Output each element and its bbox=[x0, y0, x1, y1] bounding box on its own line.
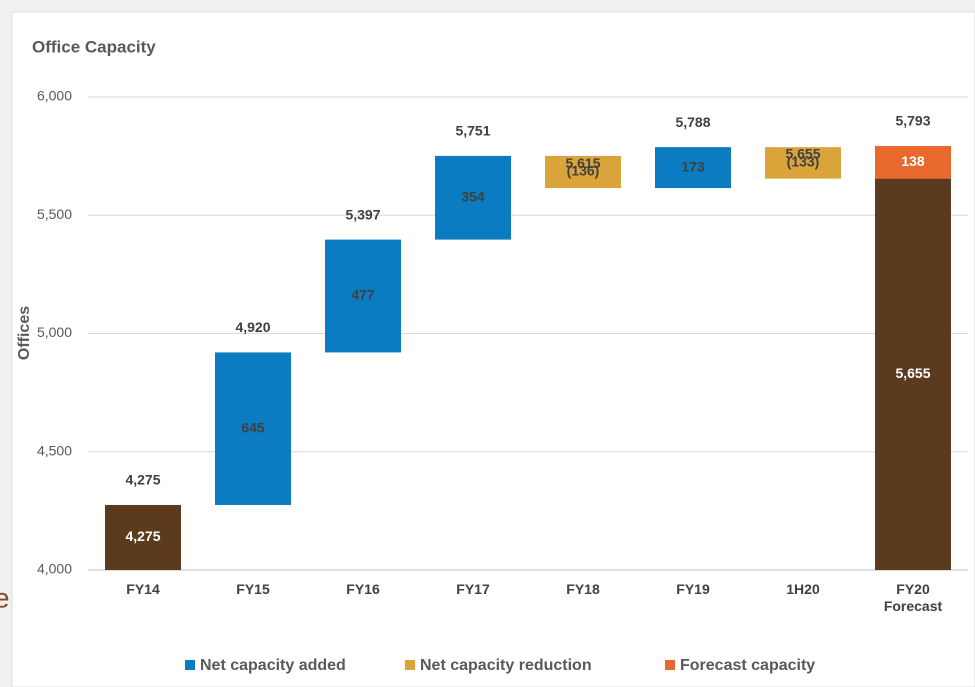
bar-value-label: 138 bbox=[901, 153, 925, 169]
total-label: 5,788 bbox=[675, 114, 710, 130]
x-tick-label: FY18 bbox=[566, 581, 600, 597]
total-label: 5,615 bbox=[565, 155, 600, 171]
total-label: 5,397 bbox=[345, 206, 380, 222]
x-tick-label: FY16 bbox=[346, 581, 380, 597]
bar bbox=[875, 145, 951, 179]
legend-swatch bbox=[665, 660, 675, 670]
bar bbox=[765, 147, 841, 179]
bar-value-label: 354 bbox=[461, 188, 485, 204]
bar-value-label: 477 bbox=[351, 287, 375, 303]
x-tick-label: FY15 bbox=[236, 581, 270, 597]
y-tick-label: 4,500 bbox=[37, 442, 72, 458]
chart-title: Office Capacity bbox=[32, 37, 156, 56]
legend-label: Net capacity added bbox=[200, 657, 346, 674]
bar bbox=[875, 178, 951, 570]
total-label: 5,793 bbox=[895, 113, 930, 129]
bar-value-label: 4,275 bbox=[125, 528, 160, 544]
bar-value-label: (136) bbox=[567, 163, 600, 179]
x-tick-label: FY20 Forecast bbox=[883, 581, 943, 614]
y-tick-label: 4,000 bbox=[37, 561, 72, 577]
legend-swatch bbox=[185, 660, 195, 670]
total-label: 4,275 bbox=[125, 472, 160, 488]
total-label: 5,655 bbox=[785, 145, 820, 161]
bar bbox=[325, 239, 401, 353]
panel bbox=[11, 11, 975, 687]
bar bbox=[545, 155, 621, 189]
y-tick-label: 5,500 bbox=[37, 206, 72, 222]
bar-value-label: (133) bbox=[787, 154, 820, 170]
x-tick-label: FY17 bbox=[456, 581, 490, 597]
bar bbox=[435, 155, 511, 240]
bar bbox=[655, 147, 731, 189]
x-tick-label: 1H20 bbox=[786, 581, 820, 597]
y-tick-label: 6,000 bbox=[37, 88, 72, 104]
bar-value-label: 173 bbox=[681, 158, 705, 174]
x-tick-label: FY14 bbox=[126, 581, 160, 597]
legend-label: Forecast capacity bbox=[680, 657, 815, 674]
fragment: e bbox=[0, 582, 10, 613]
bar bbox=[215, 352, 291, 505]
total-label: 4,920 bbox=[235, 319, 270, 335]
y-axis-label: Offices bbox=[16, 306, 33, 360]
total-label: 5,751 bbox=[455, 123, 490, 139]
x-tick-label: FY19 bbox=[676, 581, 710, 597]
legend-swatch bbox=[405, 660, 415, 670]
bar-value-label: 645 bbox=[241, 419, 265, 435]
y-tick-label: 5,000 bbox=[37, 324, 72, 340]
bar-value-label: 5,655 bbox=[895, 365, 930, 381]
legend-label: Net capacity reduction bbox=[420, 657, 592, 674]
bar bbox=[105, 504, 181, 570]
